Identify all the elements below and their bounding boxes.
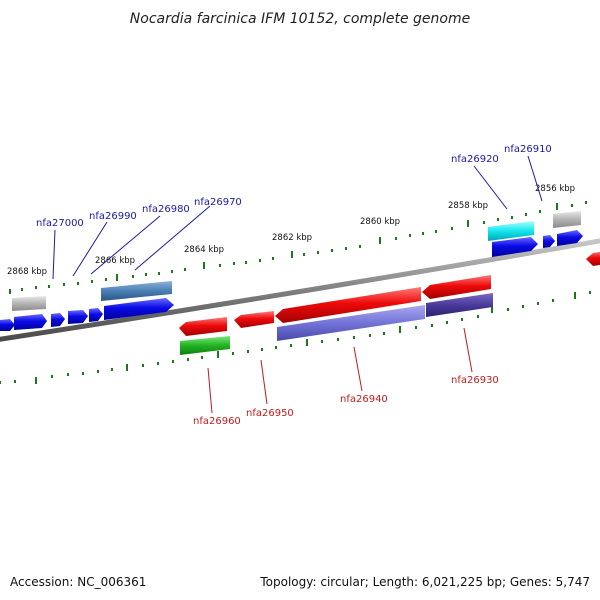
gene-arrow-forward[interactable]	[68, 310, 88, 324]
accession-text: Accession: NC_006361	[10, 575, 147, 589]
kbp-label: 2868 kbp	[7, 267, 47, 277]
kbp-label: 2860 kbp	[360, 217, 400, 227]
feature-block-gray[interactable]	[12, 296, 46, 311]
reverse-feature-blocks	[180, 293, 493, 355]
feature-block-green[interactable]	[180, 336, 230, 355]
outer-scale-ticks	[9, 201, 587, 294]
gene-arrow-reverse[interactable]	[234, 311, 274, 328]
gene-arrow-reverse[interactable]	[275, 287, 421, 323]
gene-arrow-forward[interactable]	[51, 313, 65, 327]
inner-scale-ticks	[0, 291, 591, 384]
gene-label[interactable]: nfa26930	[451, 375, 499, 386]
gene-arrow-forward[interactable]	[89, 308, 103, 322]
gene-arrow-forward[interactable]	[492, 237, 538, 257]
reverse-strand-genes	[179, 251, 600, 336]
gene-label[interactable]: nfa26980	[142, 204, 190, 215]
gene-label[interactable]: nfa26910	[504, 144, 552, 155]
gene-arrow-forward[interactable]	[14, 314, 47, 330]
gene-label[interactable]: nfa27000	[36, 218, 84, 229]
kbp-label: 2858 kbp	[448, 201, 488, 211]
gene-label[interactable]: nfa26990	[89, 211, 137, 222]
kbp-label: 2866 kbp	[95, 256, 135, 266]
kbp-labels: 2868 kbp 2866 kbp 2864 kbp 2862 kbp 2860…	[7, 184, 575, 277]
genome-title: Nocardia farcinica IFM 10152, complete g…	[130, 11, 470, 27]
gene-arrow-forward[interactable]	[557, 230, 583, 246]
gene-arrow-forward[interactable]	[104, 298, 174, 320]
reverse-gene-labels: nfa26960 nfa26950 nfa26940 nfa26930	[193, 375, 499, 427]
forward-leader-lines	[52, 155, 543, 280]
feature-block-purple[interactable]	[277, 305, 425, 341]
forward-strand-genes	[0, 230, 583, 331]
gene-arrow-reverse[interactable]	[422, 275, 491, 299]
gene-arrow-forward[interactable]	[0, 319, 15, 331]
gene-label[interactable]: nfa26960	[193, 416, 241, 427]
kbp-label: 2864 kbp	[184, 245, 224, 255]
feature-block-gray[interactable]	[553, 211, 581, 228]
kbp-label: 2862 kbp	[272, 233, 312, 243]
gene-label[interactable]: nfa26950	[246, 408, 294, 419]
gene-label[interactable]: nfa26940	[340, 394, 388, 405]
gene-arrow-reverse[interactable]	[586, 251, 600, 266]
reverse-leader-lines	[207, 327, 473, 414]
gene-arrow-forward[interactable]	[543, 235, 555, 248]
feature-block-cyan[interactable]	[488, 221, 534, 241]
kbp-label: 2856 kbp	[535, 184, 575, 194]
gene-arrow-reverse[interactable]	[179, 317, 227, 336]
feature-block-steel[interactable]	[101, 281, 172, 301]
forward-feature-blocks	[12, 211, 581, 311]
genome-backbone	[0, 238, 600, 342]
topology-text: Topology: circular; Length: 6,021,225 bp…	[260, 575, 590, 589]
feature-block-dark-purple[interactable]	[426, 293, 493, 317]
forward-gene-labels: nfa27000 nfa26990 nfa26980 nfa26970 nfa2…	[36, 144, 552, 229]
gene-label[interactable]: nfa26920	[451, 154, 499, 165]
gene-label[interactable]: nfa26970	[194, 197, 242, 208]
